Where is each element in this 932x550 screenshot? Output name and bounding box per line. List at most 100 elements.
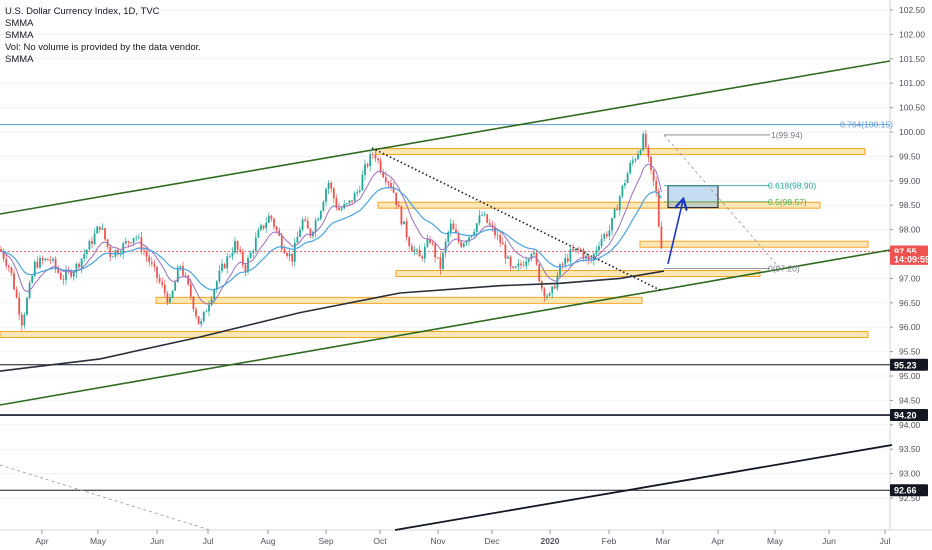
candle-body (275, 226, 278, 231)
candle-body (23, 314, 26, 326)
candle-body (332, 188, 335, 199)
channel-lower (0, 249, 891, 406)
candle-body (93, 233, 96, 245)
y-tick-label-16: 94.50 (899, 395, 921, 405)
month-label-3: Jul (203, 536, 214, 546)
candle-body (280, 235, 283, 250)
candle-body (655, 180, 658, 192)
candle-body (169, 297, 171, 303)
candle-body (127, 241, 130, 243)
candle-body (361, 174, 364, 191)
candle-body (629, 162, 632, 174)
candle-body (494, 227, 496, 236)
candle-body (228, 256, 231, 258)
candles (0, 129, 663, 332)
smma-fast-line (0, 163, 662, 305)
candle-body (548, 293, 551, 296)
candle-body (499, 235, 502, 243)
legend-symbol[interactable]: U.S. Dollar Currency Index, 1D, TVC (5, 6, 160, 17)
month-label-10: Feb (602, 536, 617, 546)
candle-body (540, 281, 543, 289)
candle-body (83, 254, 86, 259)
candle-body (598, 246, 600, 251)
candle-body (473, 231, 476, 236)
candle-body (234, 241, 236, 253)
candle-body (517, 263, 520, 267)
candle-body (98, 226, 101, 230)
candle-body (600, 238, 603, 247)
candle-body (158, 277, 161, 282)
candle-body (262, 225, 265, 229)
candle-body (96, 226, 99, 234)
candle-body (642, 133, 645, 151)
candle-body (556, 275, 559, 289)
candle-body (366, 164, 369, 167)
month-label-4: Aug (260, 536, 275, 546)
candle-body (338, 208, 340, 211)
candle-body (20, 314, 23, 326)
candle-body (605, 233, 608, 237)
candle-body (283, 249, 286, 254)
candle-body (358, 190, 361, 192)
candle-body (400, 206, 403, 225)
y-tick-label-3: 101.00 (899, 78, 925, 88)
y-tick-label-15: 95.00 (899, 371, 921, 381)
legend-smma-2[interactable]: SMMA (5, 30, 34, 41)
candle-body (460, 241, 463, 247)
candle-body (72, 272, 75, 277)
candle-body (652, 169, 655, 181)
candle-body (475, 223, 478, 232)
candle-body (564, 258, 567, 265)
candle-body (585, 255, 587, 258)
candle-body (530, 254, 533, 260)
candle-body (44, 258, 47, 261)
candle-body (348, 200, 351, 204)
candle-body (637, 154, 639, 160)
candle-body (639, 150, 642, 155)
candle-body (470, 235, 473, 238)
y-axis-ticks: 102.50 102.00 101.50 101.00 100.50 100.00 99.5… (890, 5, 925, 503)
candle-body (273, 218, 275, 227)
candle-body (10, 267, 13, 274)
candle-body (447, 231, 450, 242)
candle-body (551, 286, 554, 294)
candle-body (512, 266, 515, 268)
candle-body (317, 218, 320, 221)
candle-body (161, 281, 164, 285)
candle-body (335, 198, 338, 209)
candle-body (452, 223, 455, 230)
candle-body (345, 203, 348, 205)
candle-body (379, 160, 382, 173)
candle-body (226, 256, 229, 269)
candle-body (210, 299, 213, 305)
month-label-6: Oct (373, 536, 387, 546)
candle-body (572, 249, 574, 251)
candle-body (449, 223, 452, 232)
candle-body (163, 284, 166, 294)
x-axis-months: Apr May Jun Jul Aug Sep Oct Nov Dec 2020 Feb Mar Apr… (35, 530, 891, 546)
candle-body (621, 185, 624, 197)
candle-body (660, 226, 663, 248)
candle-body (392, 187, 395, 193)
candle-body (574, 248, 577, 251)
candle-body (423, 246, 426, 259)
candle-body (439, 257, 442, 269)
legend-smma-1[interactable]: SMMA (5, 18, 34, 29)
candle-body (176, 267, 179, 283)
price-badge-2 (890, 358, 928, 371)
legend-volume[interactable]: Vol: No volume is provided by the data v… (5, 42, 201, 53)
candle-body (413, 249, 416, 252)
candle-body (231, 252, 234, 257)
candle-body (166, 293, 169, 303)
y-tick-label-7: 99.00 (899, 176, 921, 186)
candle-body (462, 243, 465, 247)
candle-body (65, 270, 67, 280)
candle-body (15, 289, 18, 298)
candle-body (31, 275, 34, 283)
candle-body (148, 256, 151, 263)
legend-smma-3[interactable]: SMMA (5, 54, 34, 65)
candle-body (208, 304, 210, 312)
candle-body (111, 256, 114, 258)
y-tick-label-5: 100.00 (899, 127, 925, 137)
